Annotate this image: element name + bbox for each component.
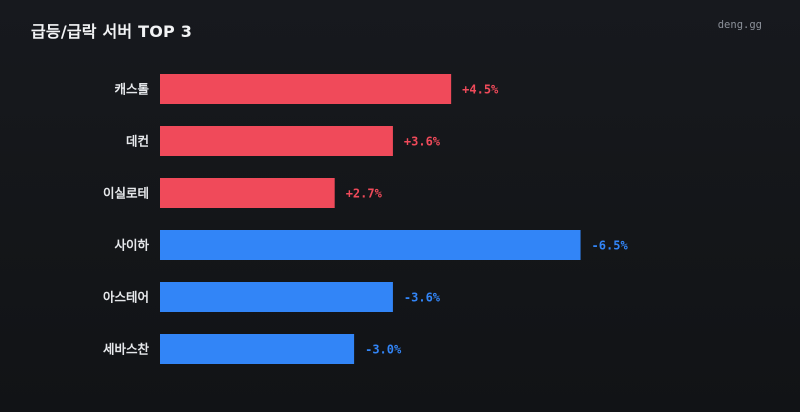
value-label: +3.6%	[404, 135, 441, 149]
value-label: -3.0%	[365, 343, 402, 357]
rise-bar	[160, 178, 335, 208]
category-label: 세바스찬	[103, 342, 150, 357]
fall-bar	[160, 282, 393, 312]
value-label: +4.5%	[462, 83, 499, 97]
fall-bar	[160, 230, 581, 260]
value-label: -3.6%	[404, 291, 441, 305]
category-label: 사이하	[114, 238, 149, 253]
category-label: 이실로테	[103, 186, 149, 201]
brand-watermark: deng.gg	[717, 19, 762, 31]
rise-bar	[160, 74, 452, 104]
category-label: 캐스톨	[114, 82, 149, 97]
chart-title: 급등/급락 서버 TOP 3	[31, 22, 193, 41]
value-label: -6.5%	[592, 239, 629, 253]
category-label: 아스테어	[103, 290, 149, 305]
value-label: +2.7%	[346, 187, 383, 201]
fall-bar	[160, 334, 355, 364]
category-label: 데컨	[126, 134, 149, 149]
rise-bar	[160, 126, 393, 156]
